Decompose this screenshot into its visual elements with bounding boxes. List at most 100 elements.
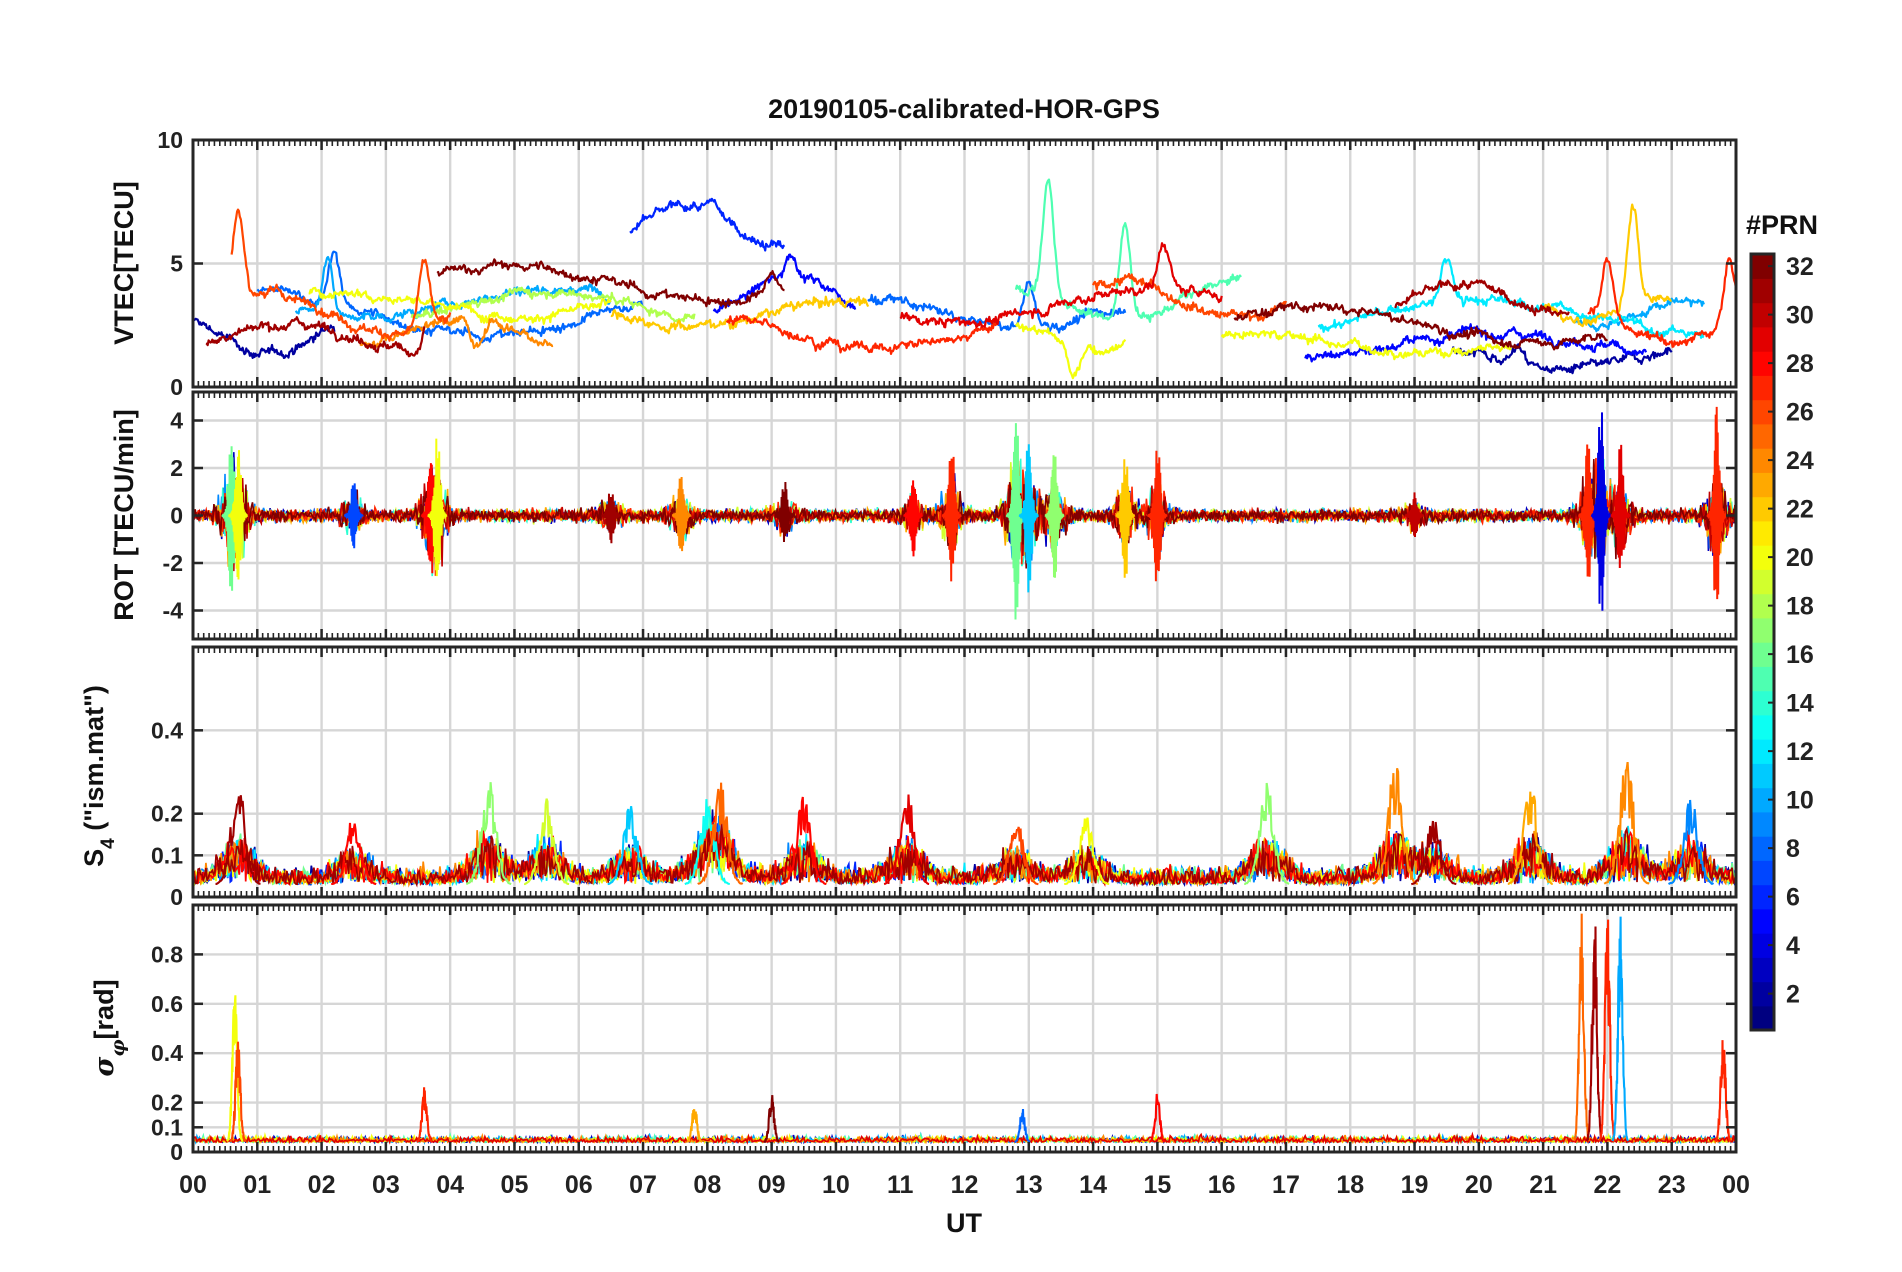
rot-burst-prn-32 bbox=[774, 481, 795, 543]
vtec-line-prn-27 bbox=[1587, 257, 1736, 348]
colorbar-step bbox=[1751, 739, 1774, 764]
colorbar-step bbox=[1751, 448, 1774, 473]
colorbar-step bbox=[1751, 399, 1774, 425]
y-tick-label: 0.2 bbox=[151, 1090, 183, 1116]
y-tick-label: 0.1 bbox=[151, 1114, 183, 1140]
colorbar-step bbox=[1751, 860, 1774, 886]
y-tick-label: 0.2 bbox=[151, 801, 183, 827]
colorbar-step bbox=[1751, 763, 1774, 789]
colorbar-tick-label: 26 bbox=[1786, 399, 1814, 427]
colorbar-step bbox=[1751, 642, 1774, 667]
vtec-line-prn-2 bbox=[193, 317, 336, 359]
sigma_phi-burst-prn-32 bbox=[763, 1095, 780, 1143]
vtec-line-prn-27 bbox=[725, 314, 998, 355]
x-tick-label: 10 bbox=[822, 1171, 850, 1199]
x-tick-label: 04 bbox=[436, 1171, 464, 1199]
y-tick-label: 0 bbox=[170, 503, 183, 529]
x-tick-labels: 00 01 02 03 04 05 06 07 08 09 10 11 12 13 14 15 16 17 18 19… bbox=[179, 1171, 1750, 1199]
x-tick-label: 21 bbox=[1529, 1171, 1557, 1199]
rot-frame bbox=[191, 390, 1738, 641]
colorbar-step bbox=[1751, 787, 1774, 813]
y-tick-label: 0 bbox=[170, 1139, 183, 1165]
vtec-line-prn-29 bbox=[899, 242, 1223, 329]
colorbar-step bbox=[1751, 351, 1774, 376]
colorbar-frame bbox=[1749, 252, 1776, 1032]
x-tick-label: 08 bbox=[693, 1171, 721, 1199]
s4-burst-prn-28 bbox=[331, 822, 377, 886]
vtec-series bbox=[193, 178, 1736, 380]
sigma_phi-burst-prn-28 bbox=[1149, 1093, 1166, 1143]
s4-burst-prn-17 bbox=[1244, 782, 1290, 885]
vtec-line-prn-31 bbox=[1394, 279, 1570, 317]
s4-burst-prn-28 bbox=[781, 796, 827, 885]
rot-burst-prn-27 bbox=[1706, 406, 1728, 600]
s4-burst-prn-13 bbox=[684, 799, 730, 886]
x-tick-label: 15 bbox=[1143, 1171, 1171, 1199]
colorbar-step bbox=[1751, 254, 1774, 279]
sigma-phi-grid bbox=[193, 905, 1736, 1152]
rot-burst-prn-29 bbox=[1610, 444, 1631, 569]
sigma_phi-burst-prn-10 bbox=[1611, 916, 1629, 1142]
colorbar-tick-label: 18 bbox=[1786, 593, 1814, 621]
s4-line-prn-31 bbox=[193, 821, 1736, 888]
rot-burst-prn-24 bbox=[671, 476, 692, 552]
s4-series bbox=[193, 761, 1736, 888]
sigma_phi-burst-prn-27 bbox=[416, 1087, 433, 1143]
rot-burst-prn-4 bbox=[1590, 412, 1612, 611]
x-tick-label: 17 bbox=[1272, 1171, 1300, 1199]
rot-burst-prn-31 bbox=[601, 493, 621, 544]
sigma-phi-ylabel-main: σ bbox=[89, 1057, 120, 1077]
s4-ylabel-main: S bbox=[79, 849, 109, 867]
sigma_phi-burst-prn-27 bbox=[1714, 1040, 1732, 1143]
vtec-line-prn-24 bbox=[359, 315, 554, 350]
x-tick-label: 13 bbox=[1015, 1171, 1043, 1199]
vtec-line-prn-22 bbox=[610, 295, 870, 335]
colorbar-step bbox=[1751, 496, 1774, 522]
colorbar-step bbox=[1751, 690, 1774, 716]
colorbar-step bbox=[1751, 569, 1774, 595]
vtec-line-prn-10 bbox=[294, 255, 612, 323]
colorbar-tick-label: 30 bbox=[1786, 302, 1814, 330]
colorbar-tick-label: 20 bbox=[1786, 544, 1814, 572]
rot-panel: -4 -2 0 2 4 bbox=[163, 390, 1738, 641]
colorbar-step bbox=[1751, 545, 1774, 570]
x-tick-label: 01 bbox=[243, 1171, 271, 1199]
colorbar-tick-label: 6 bbox=[1786, 884, 1800, 912]
colorbar-fill bbox=[1751, 254, 1774, 1031]
y-tick-label: 0.6 bbox=[151, 991, 183, 1017]
colorbar-step bbox=[1751, 714, 1774, 740]
colorbar-tick-label: 22 bbox=[1786, 496, 1814, 524]
sigma_phi-line-prn-29 bbox=[193, 1131, 1736, 1146]
vtec-line-prn-20 bbox=[308, 286, 612, 325]
vtec-line-prn-20 bbox=[1220, 330, 1512, 361]
rot-burst-prn-17 bbox=[1044, 455, 1065, 578]
y-tick-label: 10 bbox=[157, 127, 183, 153]
sigma-phi-panel: 00.10.2 0.4 0.6 0.8 bbox=[151, 903, 1738, 1165]
colorbar-tick-label: 24 bbox=[1786, 447, 1814, 475]
x-tick-label: 18 bbox=[1336, 1171, 1364, 1199]
s4-ylabel: S4 ("ism.mat") bbox=[79, 685, 119, 867]
s4-burst-prn-23 bbox=[1507, 791, 1553, 885]
colorbar-step bbox=[1751, 666, 1774, 692]
y-tick-label: 0.4 bbox=[151, 717, 183, 743]
s4-burst-prn-29 bbox=[883, 794, 930, 886]
s4-burst-prn-24 bbox=[1603, 761, 1650, 885]
y-tick-label: 0.8 bbox=[151, 941, 183, 967]
s4-burst-prn-24 bbox=[1372, 768, 1418, 885]
colorbar-step bbox=[1751, 278, 1774, 304]
s4-line-prn-28 bbox=[193, 815, 1736, 888]
colorbar-step bbox=[1751, 811, 1774, 837]
vtec-line-prn-15 bbox=[1014, 178, 1242, 323]
colorbar-step bbox=[1751, 302, 1774, 328]
colorbar-step bbox=[1751, 908, 1774, 934]
colorbar-tick-label: 12 bbox=[1786, 738, 1814, 766]
y-tick-label: -2 bbox=[163, 550, 183, 576]
colorbar-tick-label: 32 bbox=[1786, 253, 1814, 281]
vtec-frame bbox=[191, 138, 1738, 389]
rot-burst-prn-28 bbox=[903, 480, 924, 557]
x-tick-label: 00 bbox=[179, 1171, 207, 1199]
rot-burst-prn-20 bbox=[427, 438, 448, 577]
s4-panel: 0 0.1 0.2 0.4 bbox=[151, 645, 1738, 910]
s4-burst-prn-19 bbox=[523, 798, 570, 886]
x-tick-label: 19 bbox=[1401, 1171, 1429, 1199]
